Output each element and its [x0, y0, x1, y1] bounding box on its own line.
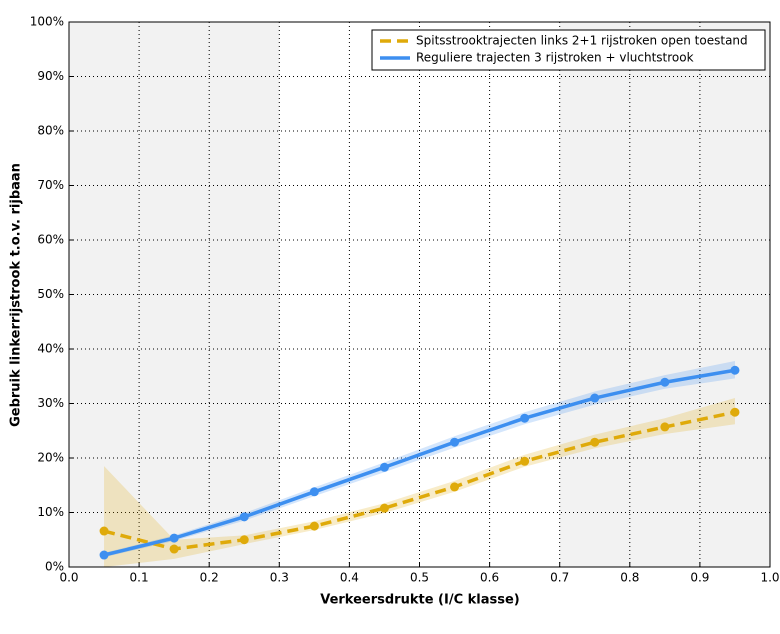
x-tick-label: 0.7 — [550, 571, 569, 585]
data-point — [99, 550, 109, 560]
x-tick-label: 0.8 — [620, 571, 639, 585]
y-tick-label: 80% — [37, 124, 64, 138]
y-tick-label: 20% — [37, 451, 64, 465]
data-point — [730, 407, 740, 417]
data-point — [309, 521, 319, 531]
y-tick-label: 90% — [37, 69, 64, 83]
y-tick-label: 50% — [37, 287, 64, 301]
data-point — [239, 535, 249, 545]
data-point — [169, 544, 179, 554]
y-tick-label: 10% — [37, 505, 64, 519]
data-point — [169, 533, 179, 543]
data-point — [520, 413, 530, 423]
x-tick-label: 0.5 — [410, 571, 429, 585]
data-point — [309, 487, 319, 497]
y-tick-label: 40% — [37, 342, 64, 356]
series-line — [103, 410, 736, 551]
legend: Spitsstrooktrajecten links 2+1 rijstroke… — [371, 29, 766, 71]
data-point — [520, 456, 530, 466]
legend-box — [371, 29, 766, 71]
data-point — [660, 422, 670, 432]
shaded-region — [69, 22, 280, 567]
legend-label: Spitsstrooktrajecten links 2+1 rijstroke… — [416, 34, 748, 48]
data-point — [99, 526, 109, 536]
y-tick-label: 100% — [30, 15, 64, 29]
shaded-region — [559, 22, 770, 567]
data-point — [450, 437, 460, 447]
data-point — [590, 393, 600, 403]
x-tick-label: 0.0 — [59, 571, 78, 585]
x-axis-title: Verkeersdrukte (I/C klasse) — [320, 593, 520, 608]
y-tick-label: 70% — [37, 178, 64, 192]
y-tick-label: 60% — [37, 233, 64, 247]
series-line — [103, 368, 736, 557]
confidence-band — [104, 360, 735, 558]
y-tick-label: 30% — [37, 396, 64, 410]
data-point — [660, 377, 670, 387]
data-point — [450, 482, 460, 492]
data-point — [379, 503, 389, 513]
x-tick-label: 0.3 — [270, 571, 289, 585]
data-point — [379, 462, 389, 472]
data-point — [239, 512, 249, 522]
legend-label: Reguliere trajecten 3 rijstroken + vluch… — [416, 51, 694, 65]
data-point — [730, 365, 740, 375]
data-point — [590, 437, 600, 447]
x-tick-label: 0.1 — [130, 571, 149, 585]
y-tick-label: 0% — [45, 560, 64, 574]
x-tick-label: 0.6 — [480, 571, 499, 585]
y-axis-title: Gebruik linkerrijstrook t.o.v. rijbaan — [9, 163, 24, 427]
x-tick-label: 0.9 — [690, 571, 709, 585]
x-tick-label: 0.4 — [340, 571, 359, 585]
x-tick-label: 0.2 — [200, 571, 219, 585]
x-tick-label: 1.0 — [760, 571, 779, 585]
confidence-band — [104, 398, 735, 567]
plot-frame — [68, 21, 771, 568]
